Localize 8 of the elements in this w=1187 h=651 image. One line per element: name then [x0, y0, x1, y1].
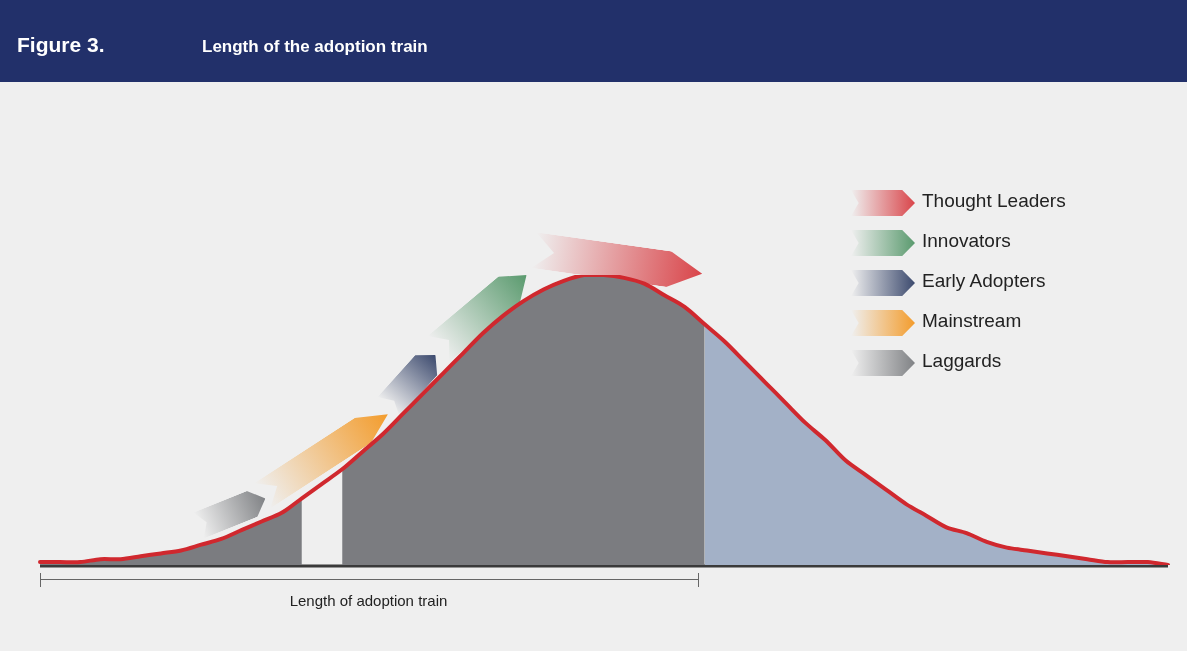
text: Length of adoption train — [288, 592, 449, 609]
chart-subtitle: Length of the adoption train — [202, 37, 428, 57]
annotation: Mainstream — [922, 310, 1022, 332]
annotation: Early Adopters — [922, 270, 1046, 292]
annotation: Laggards — [922, 350, 1002, 372]
text: Thought Leaders — [922, 190, 1066, 212]
text: Innovators — [922, 230, 1011, 252]
chart-title: Figure 3. — [17, 33, 105, 57]
